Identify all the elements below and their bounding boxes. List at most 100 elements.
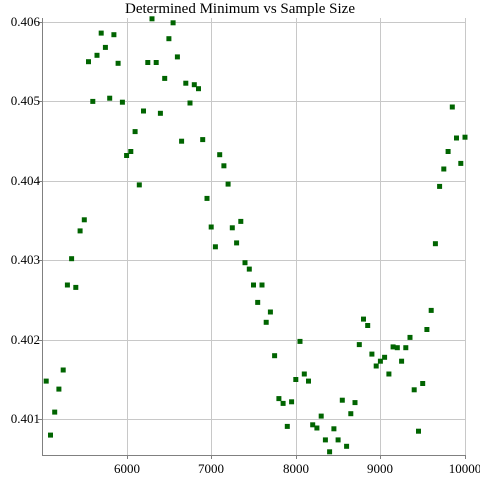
y-tick-label: 0.404 — [11, 173, 41, 188]
data-point — [314, 425, 320, 431]
data-point — [174, 54, 180, 60]
data-point — [86, 59, 91, 65]
data-point — [259, 282, 265, 288]
y-tick-label: 0.405 — [11, 93, 40, 108]
data-point — [225, 181, 231, 187]
data-point — [255, 299, 261, 305]
data-point — [449, 104, 455, 110]
data-point — [229, 225, 235, 231]
data-point — [179, 138, 185, 144]
data-point — [454, 135, 459, 141]
data-point — [157, 110, 163, 116]
data-point — [43, 378, 49, 384]
data-point — [56, 386, 62, 392]
y-tick-label: 0.403 — [11, 252, 40, 267]
data-point — [428, 307, 434, 313]
data-point — [81, 217, 87, 223]
data-point — [276, 396, 282, 402]
data-point — [242, 260, 248, 266]
data-point — [191, 82, 197, 88]
data-point — [90, 98, 96, 104]
data-point — [335, 437, 341, 443]
x-tick-label: 10000 — [449, 461, 480, 476]
data-point — [111, 32, 117, 38]
data-point — [420, 381, 426, 386]
data-point — [128, 149, 134, 154]
data-point — [386, 371, 392, 377]
data-points — [43, 16, 468, 455]
data-point — [399, 358, 405, 364]
data-point — [107, 95, 113, 101]
data-point — [238, 218, 244, 224]
data-point — [390, 344, 396, 350]
data-point — [73, 284, 79, 290]
data-point — [437, 183, 443, 189]
x-tick-label: 9000 — [367, 461, 393, 476]
data-point — [356, 342, 362, 348]
axes — [38, 18, 466, 459]
data-point — [352, 400, 358, 406]
data-point — [339, 397, 345, 403]
data-point — [284, 423, 290, 429]
data-point — [306, 378, 311, 384]
data-point — [162, 75, 168, 81]
data-point — [119, 99, 125, 105]
data-point — [48, 432, 53, 438]
data-point — [293, 377, 299, 382]
data-point — [69, 256, 75, 262]
data-point — [462, 134, 468, 140]
data-point — [416, 428, 421, 434]
data-point — [272, 353, 278, 359]
x-tick-label: 7000 — [198, 461, 224, 476]
data-point — [217, 152, 223, 158]
data-point — [369, 351, 375, 357]
data-point — [98, 30, 104, 36]
data-point — [187, 100, 193, 106]
data-point — [149, 16, 155, 22]
data-point — [246, 266, 252, 272]
grid-lines — [42, 18, 466, 455]
data-point — [204, 195, 210, 201]
data-point — [361, 316, 366, 322]
data-point — [403, 345, 409, 351]
data-point — [441, 166, 447, 172]
data-point — [263, 319, 269, 325]
tick-labels: 6000 7000 8000 9000 10000 0.401 0.402 0.403 0.40… — [11, 14, 480, 476]
data-point — [234, 240, 240, 246]
data-point — [221, 163, 227, 169]
data-point — [196, 86, 201, 92]
data-point — [411, 387, 417, 393]
data-point — [183, 80, 189, 86]
data-point — [301, 371, 307, 377]
x-tick-label: 8000 — [283, 461, 309, 476]
data-point — [327, 449, 333, 455]
data-point — [200, 137, 206, 143]
data-point — [318, 413, 324, 419]
data-point — [102, 44, 108, 50]
data-point — [115, 60, 121, 66]
data-point — [445, 149, 451, 154]
data-point — [124, 153, 130, 158]
data-point — [141, 108, 146, 114]
data-point — [310, 422, 316, 428]
data-point — [373, 363, 379, 369]
data-point — [136, 182, 142, 188]
data-point — [365, 323, 371, 328]
data-point — [280, 400, 286, 406]
data-point — [424, 327, 430, 332]
data-point — [60, 367, 66, 373]
y-tick-label: 0.402 — [11, 332, 40, 347]
data-point — [394, 345, 400, 351]
data-point — [407, 334, 413, 340]
data-point — [331, 426, 337, 432]
y-tick-label: 0.401 — [11, 411, 40, 426]
data-point — [208, 224, 214, 230]
data-point — [132, 129, 138, 135]
data-point — [212, 244, 218, 250]
chart-title: Determined Minimum vs Sample Size — [125, 1, 355, 17]
data-point — [348, 411, 354, 417]
data-point — [382, 354, 388, 360]
